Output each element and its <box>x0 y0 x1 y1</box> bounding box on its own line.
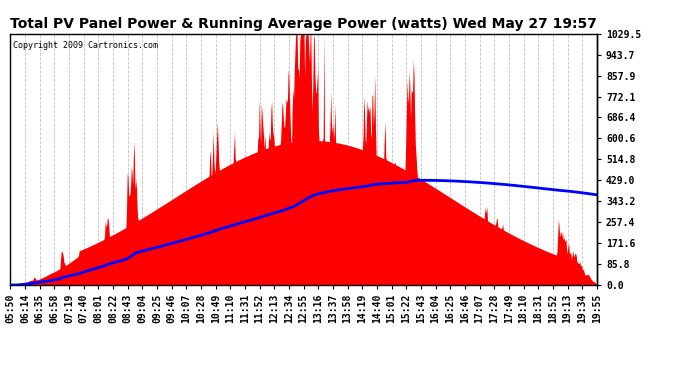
Title: Total PV Panel Power & Running Average Power (watts) Wed May 27 19:57: Total PV Panel Power & Running Average P… <box>10 17 597 31</box>
Text: Copyright 2009 Cartronics.com: Copyright 2009 Cartronics.com <box>13 41 158 50</box>
